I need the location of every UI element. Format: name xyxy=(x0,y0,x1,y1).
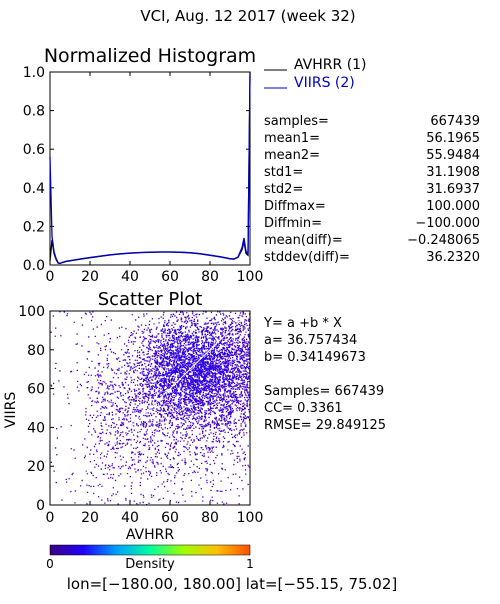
scatter-y-tick-label: 40 xyxy=(27,420,45,436)
legend-label-avhrr: AVHRR (1) xyxy=(294,57,367,73)
stat-value: 56.1965 xyxy=(426,131,480,146)
stat-value: 31.1908 xyxy=(426,165,480,180)
scatter-points xyxy=(50,311,250,505)
scatter-one-to-one-line xyxy=(49,310,251,506)
scatter-x-tick-label: 20 xyxy=(81,510,99,526)
stat-value: 100.000 xyxy=(426,199,480,214)
stat-value: −0.248065 xyxy=(407,233,480,248)
stat-value: 36.2320 xyxy=(426,250,480,265)
histogram-legend: AVHRR (1) VIIRS (2) xyxy=(264,57,367,91)
stat-value: 55.9484 xyxy=(426,148,480,163)
hist-x-tick-label: 60 xyxy=(161,269,179,285)
histogram-line-avhrr xyxy=(49,71,251,265)
histogram-title: Normalized Histogram xyxy=(44,45,256,67)
scatter-x-tick-label: 60 xyxy=(161,510,179,526)
stat-label: std1= xyxy=(264,165,303,180)
scatter-y-tick-label: 60 xyxy=(27,382,45,398)
hist-y-tick-label: 0.8 xyxy=(23,104,45,120)
scatter-y-tick-label: 80 xyxy=(27,343,45,359)
legend-label-viirs: VIIRS (2) xyxy=(294,75,355,91)
footer-extent: lon=[−180.00, 180.00] lat=[−55.15, 75.02… xyxy=(67,575,397,593)
scatter-panel: Scatter Plot 0 20 40 60 80 100 0 20 40 60 80 100 A… xyxy=(3,289,386,543)
figure-title: VCI, Aug. 12 2017 (week 32) xyxy=(140,7,355,25)
scatter-frame xyxy=(49,310,251,506)
histogram-line-viirs xyxy=(49,75,251,264)
stat-value: −100.000 xyxy=(415,216,480,231)
scatter-correlation: CC= 0.3361 xyxy=(264,401,343,416)
stat-label: std2= xyxy=(264,182,303,197)
stat-label: mean2= xyxy=(264,148,320,163)
stat-label: Diffmin= xyxy=(264,216,322,231)
hist-y-tick-label: 0.4 xyxy=(23,181,45,197)
stat-label: stddev(diff)= xyxy=(264,250,350,265)
histogram-statistics: samples= 667439 mean1= 56.1965 mean2= 55.9484… xyxy=(264,114,480,265)
scatter-x-tick-label: 80 xyxy=(201,510,219,526)
hist-x-tick-label: 100 xyxy=(237,269,264,285)
stat-label: samples= xyxy=(264,114,329,129)
colorbar-gradient xyxy=(49,544,251,556)
hist-x-tick-label: 20 xyxy=(81,269,99,285)
histogram-y-ticks: 0.0 0.2 0.4 0.6 0.8 1.0 xyxy=(23,65,250,274)
hist-y-tick-label: 0.2 xyxy=(23,219,45,235)
scatter-y-tick-label: 0 xyxy=(36,498,45,514)
scatter-regression: Y= a +b * X a= 36.757434 b= 0.34149673 S… xyxy=(263,316,386,433)
hist-x-tick-label: 40 xyxy=(121,269,139,285)
hist-y-tick-label: 0.0 xyxy=(23,258,45,274)
scatter-y-tick-label: 20 xyxy=(27,459,45,475)
stat-label: Diffmax= xyxy=(264,199,326,214)
scatter-y-tick-label: 100 xyxy=(18,304,45,320)
histogram-x-ticks: 0 20 40 60 80 100 xyxy=(46,72,264,285)
scatter-x-label: AVHRR xyxy=(126,527,175,543)
hist-y-tick-label: 0.6 xyxy=(23,142,45,158)
stat-value: 31.6937 xyxy=(426,182,480,197)
stat-value: 667439 xyxy=(430,114,480,129)
hist-y-tick-label: 1.0 xyxy=(23,65,45,81)
stat-label: mean(diff)= xyxy=(264,233,343,248)
scatter-x-tick-label: 100 xyxy=(237,510,264,526)
scatter-samples: Samples= 667439 xyxy=(264,384,384,399)
colorbar-label: Density xyxy=(125,557,175,572)
hist-x-tick-label: 0 xyxy=(46,269,55,285)
colorbar-max-label: 1 xyxy=(246,557,254,571)
scatter-rmse: RMSE= 29.849125 xyxy=(264,418,386,433)
scatter-title: Scatter Plot xyxy=(98,289,203,310)
regression-intercept: a= 36.757434 xyxy=(264,333,357,348)
density-colorbar: 0 Density 1 xyxy=(46,544,254,572)
hist-x-tick-label: 80 xyxy=(201,269,219,285)
colorbar-min-label: 0 xyxy=(46,557,54,571)
histogram-frame xyxy=(49,71,251,266)
scatter-y-label: VIIRS xyxy=(3,392,19,429)
regression-equation: Y= a +b * X xyxy=(263,316,342,331)
scatter-y-ticks: 0 20 40 60 80 100 xyxy=(18,304,54,514)
scatter-x-ticks: 0 20 40 60 80 100 xyxy=(46,501,264,526)
scatter-x-tick-label: 0 xyxy=(46,510,55,526)
stat-label: mean1= xyxy=(264,131,320,146)
histogram-series xyxy=(49,71,251,265)
scatter-x-tick-label: 40 xyxy=(121,510,139,526)
regression-slope: b= 0.34149673 xyxy=(264,350,366,365)
histogram-panel: Normalized Histogram 0 20 40 60 80 100 0.0 0.2… xyxy=(23,45,480,285)
